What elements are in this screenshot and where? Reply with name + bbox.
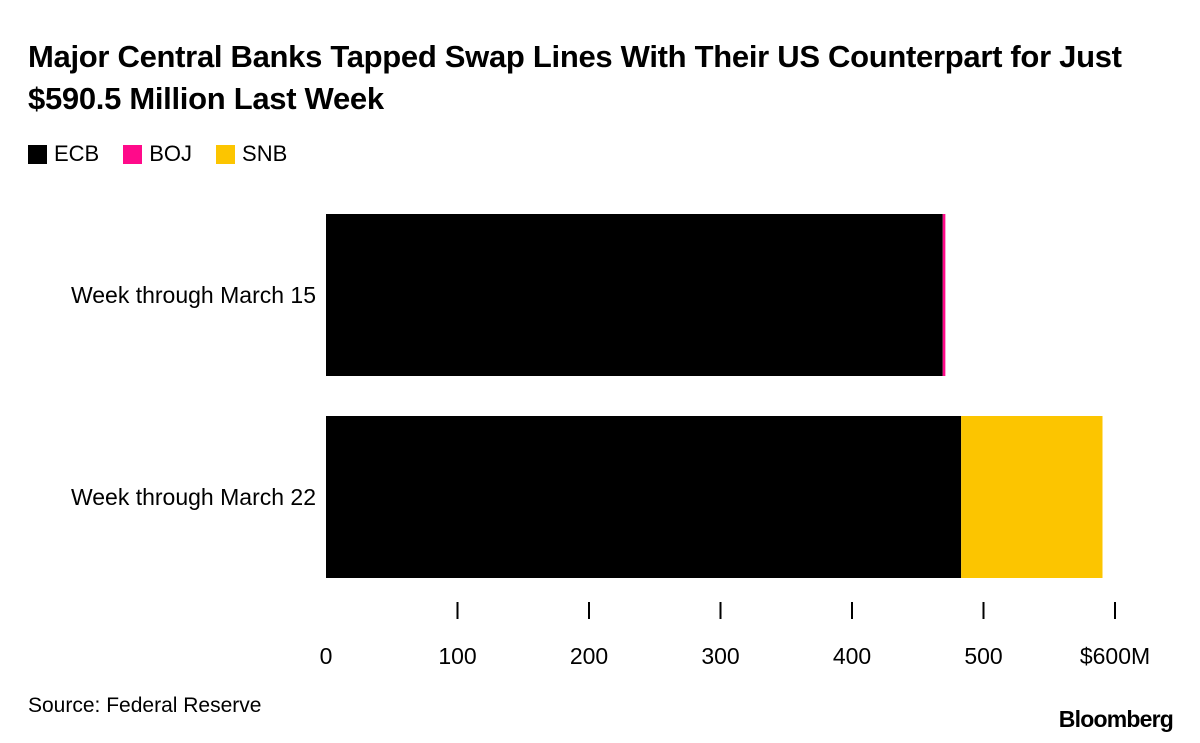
legend-swatch-ecb — [28, 144, 47, 164]
category-label-week-through-march-15: Week through March 15 — [71, 282, 316, 308]
x-tick-label-200: 200 — [570, 643, 608, 669]
legend-label-boj: BOJ — [149, 141, 193, 166]
legend-item-snb: SNB — [216, 140, 287, 168]
legend-swatch-snb — [216, 144, 236, 164]
bar-ecb-week-through-march-22 — [326, 416, 962, 578]
x-tick-label-400: 400 — [833, 643, 871, 669]
legend-swatch-boj — [123, 144, 143, 164]
x-axis: 0 100 200 300 400 500 $600M — [320, 602, 1150, 669]
legend: ECB BOJ SNB — [28, 140, 311, 168]
bar-snb-week-through-march-22 — [961, 416, 1103, 578]
bars-group — [326, 214, 1103, 578]
x-tick-label-100: 100 — [438, 643, 476, 669]
legend-item-ecb: ECB — [28, 140, 99, 168]
source-note: Source: Federal Reserve — [28, 694, 262, 717]
x-tick-label-300: 300 — [701, 643, 739, 669]
legend-item-boj: BOJ — [123, 140, 192, 168]
chart-title: Major Central Banks Tapped Swap Lines Wi… — [28, 39, 1122, 116]
x-tick-label-0: 0 — [320, 643, 333, 669]
x-tick-label-600: $600M — [1080, 643, 1150, 669]
x-tick-label-500: 500 — [964, 643, 1002, 669]
bar-ecb-week-through-march-15 — [326, 214, 943, 376]
category-label-week-through-march-22: Week through March 22 — [71, 484, 316, 510]
bloomberg-logo: Bloomberg — [1058, 706, 1174, 732]
category-labels: Week through March 15 Week through March … — [71, 282, 316, 510]
legend-label-snb: SNB — [242, 141, 288, 166]
bar-boj-week-through-march-15 — [942, 214, 946, 376]
legend-label-ecb: ECB — [54, 141, 100, 166]
